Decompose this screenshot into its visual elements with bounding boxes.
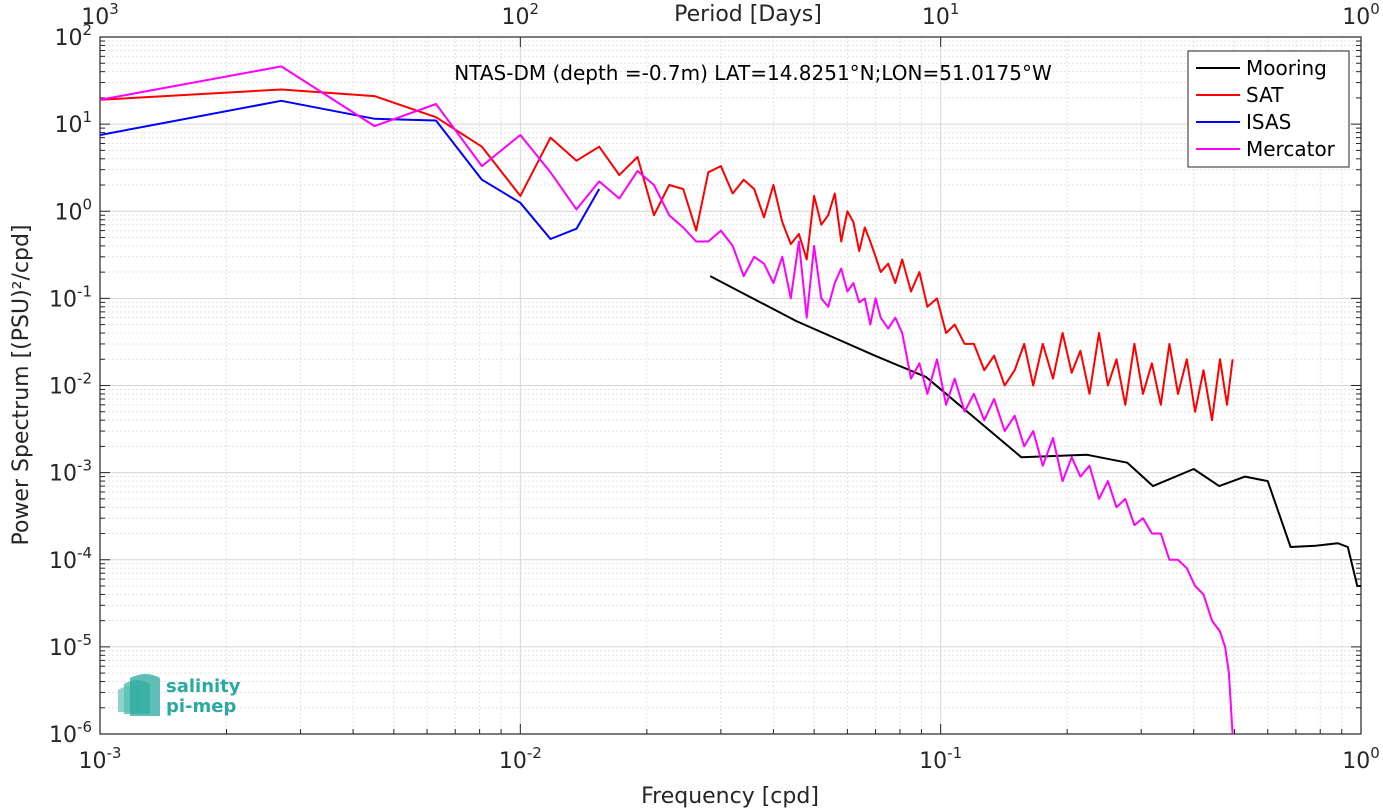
y-tick-label: 10-3 xyxy=(49,457,92,487)
series-line-sat xyxy=(100,88,1234,422)
legend-label: ISAS xyxy=(1246,110,1291,134)
top-tick-label: 100 xyxy=(1342,0,1380,30)
y-axis-label: Power Spectrum [(PSU)²/cpd] xyxy=(9,224,34,545)
legend-label: SAT xyxy=(1246,83,1284,107)
x-tick-label: 100 xyxy=(1342,744,1380,774)
logo-line1: salinity xyxy=(166,676,241,697)
chart-title: NTAS-DM (depth =-0.7m) LAT=14.8251°N;LON… xyxy=(454,61,1052,85)
legend-box xyxy=(1187,50,1350,168)
series-line-isas xyxy=(100,99,601,240)
y-tick-label: 10-6 xyxy=(49,718,92,748)
y-tick-label: 10-4 xyxy=(49,544,92,574)
x-tick-label: 10-1 xyxy=(919,744,962,774)
y-tick-label: 10-5 xyxy=(49,631,92,661)
legend: Mooring SAT ISAS Mercator xyxy=(1187,50,1350,168)
top-tick-label: 102 xyxy=(502,0,540,30)
legend-label: Mooring xyxy=(1246,56,1327,80)
x-tick-label: 10-3 xyxy=(79,744,122,774)
legend-label: Mercator xyxy=(1246,137,1336,161)
y-tick-label: 101 xyxy=(54,108,92,138)
y-tick-label: 102 xyxy=(54,21,92,51)
y-tick-label: 10-2 xyxy=(49,370,92,400)
series-line-mooring xyxy=(709,275,1361,587)
salinity-pi-mep-logo: salinity pi-mep xyxy=(118,674,241,717)
top-axis-label: Period [Days] xyxy=(674,2,822,27)
x-axis-label: Frequency [cpd] xyxy=(641,784,819,809)
y-tick-label: 100 xyxy=(54,195,92,225)
x-tick-label: 10-2 xyxy=(499,744,542,774)
logo-line2: pi-mep xyxy=(166,696,236,717)
series-line-mercator xyxy=(100,65,1234,734)
logo-wave-icon xyxy=(130,674,160,716)
y-tick-label: 10-1 xyxy=(49,282,92,312)
series-layer xyxy=(100,65,1361,734)
top-tick-label: 101 xyxy=(922,0,960,30)
top-tick-label: 103 xyxy=(81,0,119,30)
